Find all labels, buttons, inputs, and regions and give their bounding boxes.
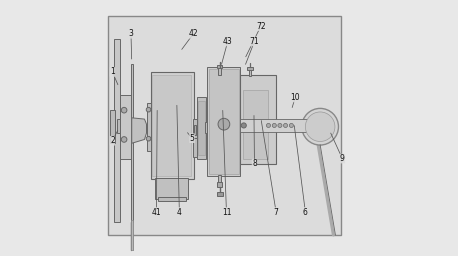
Bar xyxy=(117,119,120,133)
Bar xyxy=(197,98,206,158)
Circle shape xyxy=(146,136,151,141)
Circle shape xyxy=(218,118,230,130)
Bar xyxy=(249,69,251,76)
Circle shape xyxy=(302,108,338,145)
Circle shape xyxy=(289,123,294,127)
Bar xyxy=(155,178,188,199)
Bar xyxy=(108,16,341,235)
Bar xyxy=(158,197,185,200)
Bar xyxy=(152,74,191,176)
Bar xyxy=(218,175,221,183)
Circle shape xyxy=(284,123,288,127)
Bar xyxy=(193,138,197,157)
Bar xyxy=(243,90,268,158)
Circle shape xyxy=(146,107,151,112)
Text: 5: 5 xyxy=(190,134,195,143)
Bar xyxy=(205,122,207,133)
Text: 71: 71 xyxy=(250,37,259,46)
Bar xyxy=(240,119,326,132)
Text: 41: 41 xyxy=(152,208,161,217)
Bar xyxy=(131,220,133,250)
Bar xyxy=(110,110,114,143)
Circle shape xyxy=(278,123,282,127)
Circle shape xyxy=(273,123,276,127)
Text: 4: 4 xyxy=(177,208,182,217)
Bar xyxy=(120,95,132,158)
Bar xyxy=(114,39,120,222)
Polygon shape xyxy=(132,118,147,143)
Bar xyxy=(151,72,194,179)
Circle shape xyxy=(241,123,246,128)
Text: 43: 43 xyxy=(223,37,233,46)
Text: 8: 8 xyxy=(252,159,257,168)
Bar xyxy=(147,103,151,151)
Text: 2: 2 xyxy=(110,136,115,145)
Text: 1: 1 xyxy=(110,68,115,77)
Text: 42: 42 xyxy=(189,29,198,38)
Text: 7: 7 xyxy=(274,208,278,217)
Text: 10: 10 xyxy=(290,93,300,102)
Text: 72: 72 xyxy=(256,22,266,31)
Bar xyxy=(209,69,239,174)
Circle shape xyxy=(121,137,127,142)
Bar xyxy=(247,67,253,70)
Bar xyxy=(207,67,240,176)
Bar xyxy=(217,183,223,187)
Bar xyxy=(194,125,196,135)
Text: 11: 11 xyxy=(222,208,231,217)
Bar xyxy=(240,74,276,164)
Text: 3: 3 xyxy=(129,29,133,38)
Bar xyxy=(131,64,133,222)
Circle shape xyxy=(305,112,335,142)
Text: 6: 6 xyxy=(303,208,308,217)
Bar xyxy=(218,67,221,74)
Text: 9: 9 xyxy=(340,154,345,163)
Bar xyxy=(217,193,223,196)
Circle shape xyxy=(121,107,127,113)
Bar xyxy=(217,65,223,68)
Bar xyxy=(198,101,205,155)
Circle shape xyxy=(267,123,271,127)
Bar xyxy=(193,119,197,138)
